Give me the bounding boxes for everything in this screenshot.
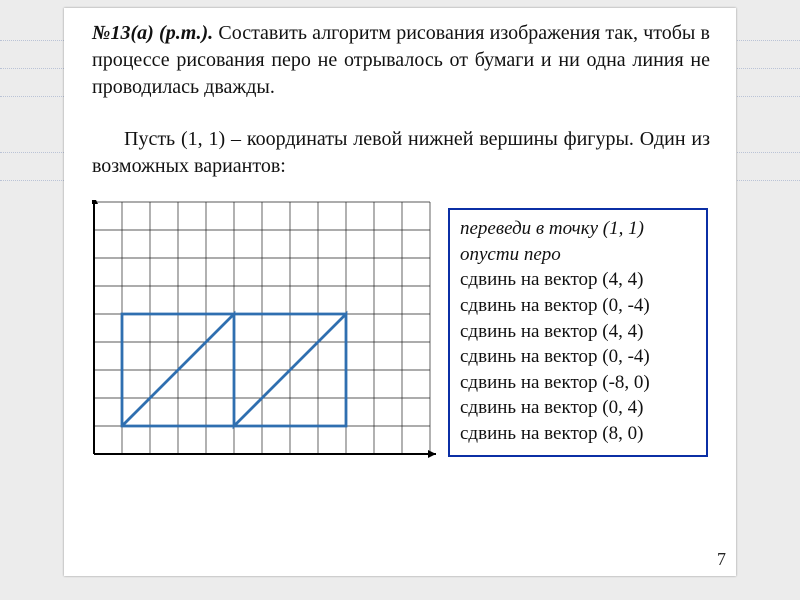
algorithm-box: переведи в точку (1, 1)опусти перосдвинь… — [448, 208, 708, 457]
diagram-svg — [92, 200, 440, 466]
algorithm-line: сдвинь на вектор (0, -4) — [460, 344, 696, 370]
page-number: 7 — [717, 549, 726, 570]
algorithm-line: опусти перо — [460, 242, 696, 268]
algorithm-line: сдвинь на вектор (0, -4) — [460, 293, 696, 319]
algorithm-line: сдвинь на вектор (0, 4) — [460, 395, 696, 421]
grid-diagram — [92, 200, 432, 490]
algorithm-line: сдвинь на вектор (4, 4) — [460, 319, 696, 345]
algorithm-line: сдвинь на вектор (4, 4) — [460, 267, 696, 293]
solution-intro: Пусть (1, 1) – координаты левой нижней в… — [92, 126, 710, 180]
algorithm-line: сдвинь на вектор (-8, 0) — [460, 370, 696, 396]
problem-number: №13(а) (р.т.). — [92, 22, 213, 44]
algorithm-line: сдвинь на вектор (8, 0) — [460, 421, 696, 447]
slide: №13(а) (р.т.). Составить алгоритм рисова… — [64, 8, 736, 576]
algorithm-line: переведи в точку (1, 1) — [460, 216, 696, 242]
problem-statement: №13(а) (р.т.). Составить алгоритм рисова… — [92, 20, 710, 101]
